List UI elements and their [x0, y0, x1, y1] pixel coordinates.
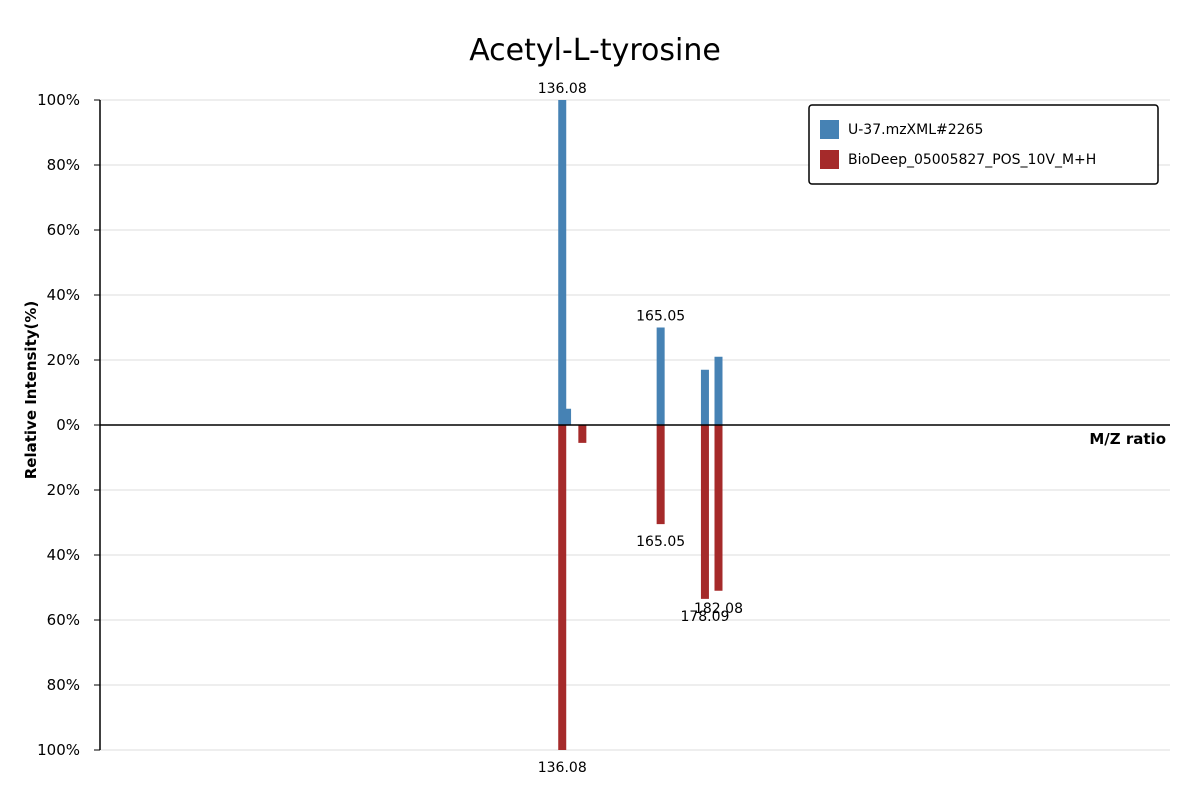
y-tick-label: 60% [47, 221, 80, 239]
peak-bar-reference[interactable] [558, 425, 567, 750]
y-tick-label: 20% [47, 351, 80, 369]
legend-swatch-u37 [820, 120, 839, 139]
peak-label-query: 165.05 [636, 309, 685, 325]
legend-box [808, 104, 1159, 185]
peak-bar-reference[interactable] [714, 425, 723, 591]
peak-bar-query[interactable] [714, 356, 723, 425]
chart-title: Acetyl-L-tyrosine [469, 33, 721, 68]
legend: U-37.mzXML#2265 BioDeep_05005827_POS_10V… [808, 104, 1159, 185]
peak-bar-query[interactable] [700, 369, 709, 425]
y-tick-label: 0% [56, 416, 80, 434]
y-tick-label: 100% [37, 91, 80, 109]
peak-label-query: 136.08 [538, 81, 587, 97]
y-tick-label: 40% [47, 286, 80, 304]
peak-bar-reference[interactable] [700, 425, 709, 599]
peak-label-reference: 178.09 [680, 609, 729, 625]
legend-label-u37: U-37.mzXML#2265 [848, 122, 983, 138]
grid-lines [100, 99, 1170, 751]
y-tick-label: 80% [47, 156, 80, 174]
peak-label-reference: 136.08 [538, 760, 587, 776]
legend-swatch-biodeep [820, 150, 839, 169]
peak-bars [558, 100, 723, 750]
x-axis-title: M/Z ratio [1089, 430, 1166, 448]
y-tick-label: 20% [47, 481, 80, 499]
y-tick-labels: 100% 80% 60% 40% 20% 0% 20% 40% 60% 80% 100% [37, 91, 100, 759]
peak-label-reference: 165.05 [636, 534, 685, 550]
y-tick-label: 40% [47, 546, 80, 564]
y-tick-label: 60% [47, 611, 80, 629]
y-tick-label: 80% [47, 676, 80, 694]
peak-label-reference: 182.08 [694, 601, 743, 617]
y-tick-label: 100% [37, 741, 80, 759]
peak-bar-query[interactable] [558, 100, 567, 425]
peak-bar-reference[interactable] [578, 425, 587, 443]
peak-bar-reference[interactable] [656, 425, 665, 525]
peak-bar-query[interactable] [656, 327, 665, 426]
peak-bar-query[interactable] [563, 408, 572, 425]
legend-label-biodeep: BioDeep_05005827_POS_10V_M+H [848, 152, 1096, 168]
y-axis-title: Relative Intensity(%) [22, 301, 40, 480]
